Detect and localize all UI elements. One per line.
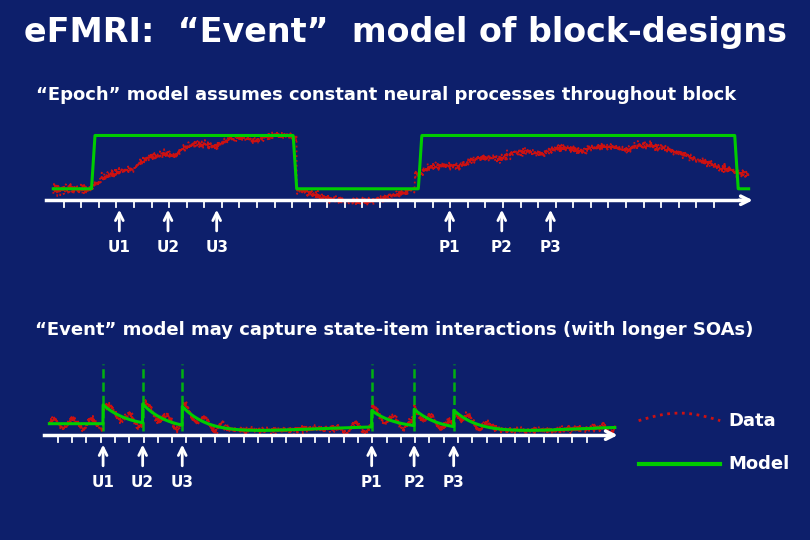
Text: Model: Model	[729, 455, 790, 473]
Text: P1: P1	[361, 475, 382, 490]
Text: P2: P2	[403, 475, 425, 490]
Text: U1: U1	[108, 240, 130, 255]
Text: U1: U1	[92, 475, 114, 490]
Text: “Epoch” model assumes constant neural processes throughout block: “Epoch” model assumes constant neural pr…	[36, 86, 736, 104]
Text: eFMRI:  “Event”  model of block-designs: eFMRI: “Event” model of block-designs	[23, 16, 787, 49]
Text: U2: U2	[156, 240, 180, 255]
Text: U3: U3	[171, 475, 194, 490]
Text: Data: Data	[729, 411, 776, 430]
Text: U2: U2	[131, 475, 154, 490]
Text: P2: P2	[491, 240, 513, 255]
Text: “Event” model may capture state-item interactions (with longer SOAs): “Event” model may capture state-item int…	[35, 321, 753, 339]
Text: P3: P3	[443, 475, 465, 490]
Text: P3: P3	[539, 240, 561, 255]
Text: P1: P1	[439, 240, 460, 255]
Text: U3: U3	[205, 240, 228, 255]
